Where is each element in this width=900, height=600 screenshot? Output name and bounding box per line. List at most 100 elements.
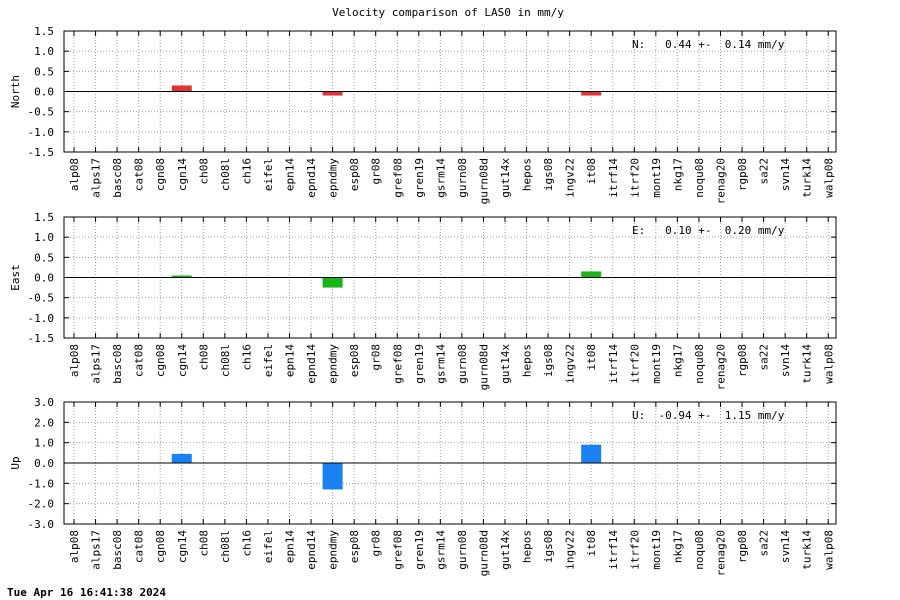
x-tick-label: renag20: [715, 344, 728, 390]
x-tick-label: epnd14: [305, 158, 318, 198]
x-tick-label: cgn08: [154, 530, 167, 563]
y-axis-label: East: [9, 264, 22, 291]
panel-east: alp08 alps17 basc08 cat08 cgn08 cgn14 ch08 ch08…: [9, 211, 837, 390]
x-tick-label: it08: [585, 158, 598, 185]
x-tick-label: noqu08: [693, 344, 706, 384]
plot-frame: [63, 216, 837, 339]
y-tick-label: 0.0: [34, 272, 54, 285]
x-tick-label: rgp08: [736, 158, 749, 191]
x-tick-label: mont19: [650, 344, 663, 384]
timestamp: Tue Apr 16 16:41:38 2024: [7, 586, 166, 599]
y-tick-label: -1.5: [28, 332, 55, 345]
bar-epndmy: [322, 463, 343, 490]
x-tick-label: cgn14: [176, 530, 189, 563]
x-tick-label: gurn08: [456, 344, 469, 384]
stats-annotation: N: 0.44 +- 0.14 mm/y: [632, 38, 785, 51]
x-tick-label: ch16: [240, 530, 253, 557]
x-tick-label: cgn14: [176, 344, 189, 377]
x-tick-label: ch08l: [219, 530, 232, 563]
x-tick-label: ingv22: [564, 530, 577, 570]
x-tick-label: gurn08d: [477, 530, 490, 576]
x-tick-label: svn14: [779, 530, 792, 563]
x-tick-label: alp08: [68, 530, 81, 563]
chart-title: Velocity comparison of LAS0 in mm/y: [332, 6, 564, 19]
y-tick-label: 0.5: [34, 65, 54, 78]
x-tick-label: eifel: [262, 344, 275, 377]
x-tick-label: gurn08: [456, 158, 469, 198]
x-tick-label: gurn08: [456, 530, 469, 570]
x-tick-label: it08: [585, 344, 598, 371]
bar-it08: [581, 271, 602, 278]
x-tick-label: walp08: [822, 158, 835, 198]
x-tick-label: gut14x: [499, 530, 512, 570]
x-tick-label: gref08: [391, 530, 404, 570]
x-tick-label: epn14: [284, 530, 297, 563]
x-tick-label: ch08l: [219, 344, 232, 377]
x-tick-label: cgn14: [176, 158, 189, 191]
x-tick-label: nkg17: [671, 344, 684, 377]
x-tick-label: epnd14: [305, 530, 318, 570]
y-axis-label: North: [9, 75, 22, 108]
x-tick-label: svn14: [779, 158, 792, 191]
bar-epndmy: [322, 277, 343, 288]
x-tick-label: alps17: [90, 158, 103, 198]
x-tick-label: ch08l: [219, 158, 232, 191]
x-tick-label: sa22: [758, 530, 771, 557]
bar-it08: [581, 444, 602, 463]
x-tick-label: basc08: [111, 344, 124, 384]
x-tick-label: ingv22: [564, 158, 577, 198]
stats-annotation: E: 0.10 +- 0.20 mm/y: [632, 224, 785, 237]
x-tick-label: noqu08: [693, 158, 706, 198]
x-tick-label: walp08: [822, 344, 835, 384]
x-tick-label: esp08: [348, 344, 361, 377]
panel-up: alp08 alps17 basc08 cat08 cgn08 cgn14 ch08 ch08…: [9, 396, 837, 576]
x-tick-label: gut14x: [499, 158, 512, 198]
x-tick-label: cgn08: [154, 158, 167, 191]
plot-frame: [63, 30, 837, 153]
x-tick-label: renag20: [715, 158, 728, 204]
bar-cgn14: [171, 85, 192, 92]
panel-north: alp08 alps17 basc08 cat08 cgn08 cgn14 ch08 ch08…: [9, 25, 837, 204]
y-tick-label: 1.0: [34, 231, 54, 244]
x-tick-label: cat08: [133, 158, 146, 191]
y-tick-label: -1.5: [28, 146, 55, 159]
x-tick-label: ingv22: [564, 344, 577, 384]
x-tick-label: walp08: [822, 530, 835, 570]
x-tick-label: alps17: [90, 530, 103, 570]
x-tick-label: ch16: [240, 344, 253, 371]
x-tick-label: gurn08d: [477, 158, 490, 204]
x-tick-label: epn14: [284, 158, 297, 191]
y-tick-label: 1.0: [34, 45, 54, 58]
bar-it08: [581, 91, 602, 96]
x-tick-label: turk14: [801, 530, 814, 570]
x-tick-label: gref08: [391, 158, 404, 198]
bar-cgn14: [171, 275, 192, 278]
y-tick-label: -0.5: [28, 106, 55, 119]
x-tick-label: rgp08: [736, 530, 749, 563]
x-tick-label: igs08: [542, 344, 555, 377]
x-tick-label: epn14: [284, 344, 297, 377]
x-tick-label: sa22: [758, 344, 771, 371]
x-tick-label: esp08: [348, 158, 361, 191]
x-tick-label: ch08: [197, 344, 210, 371]
y-tick-label: -2.0: [28, 498, 55, 511]
x-tick-label: gr08: [370, 344, 383, 371]
x-tick-label: it08: [585, 530, 598, 557]
x-tick-label: gref08: [391, 344, 404, 384]
x-tick-label: basc08: [111, 158, 124, 198]
y-axis-label: Up: [9, 456, 22, 469]
x-tick-label: basc08: [111, 530, 124, 570]
x-tick-label: hepos: [521, 158, 534, 191]
x-tick-label: alp08: [68, 344, 81, 377]
x-tick-label: turk14: [801, 344, 814, 384]
x-tick-label: nkg17: [671, 530, 684, 563]
bar-cgn14: [171, 453, 192, 463]
x-tick-label: hepos: [521, 344, 534, 377]
y-tick-label: 3.0: [34, 396, 54, 409]
x-tick-label: epndmy: [327, 344, 340, 384]
x-tick-label: itrf14: [607, 158, 620, 198]
x-tick-label: ch08: [197, 530, 210, 557]
x-tick-label: itrf14: [607, 530, 620, 570]
x-tick-label: igs08: [542, 530, 555, 563]
